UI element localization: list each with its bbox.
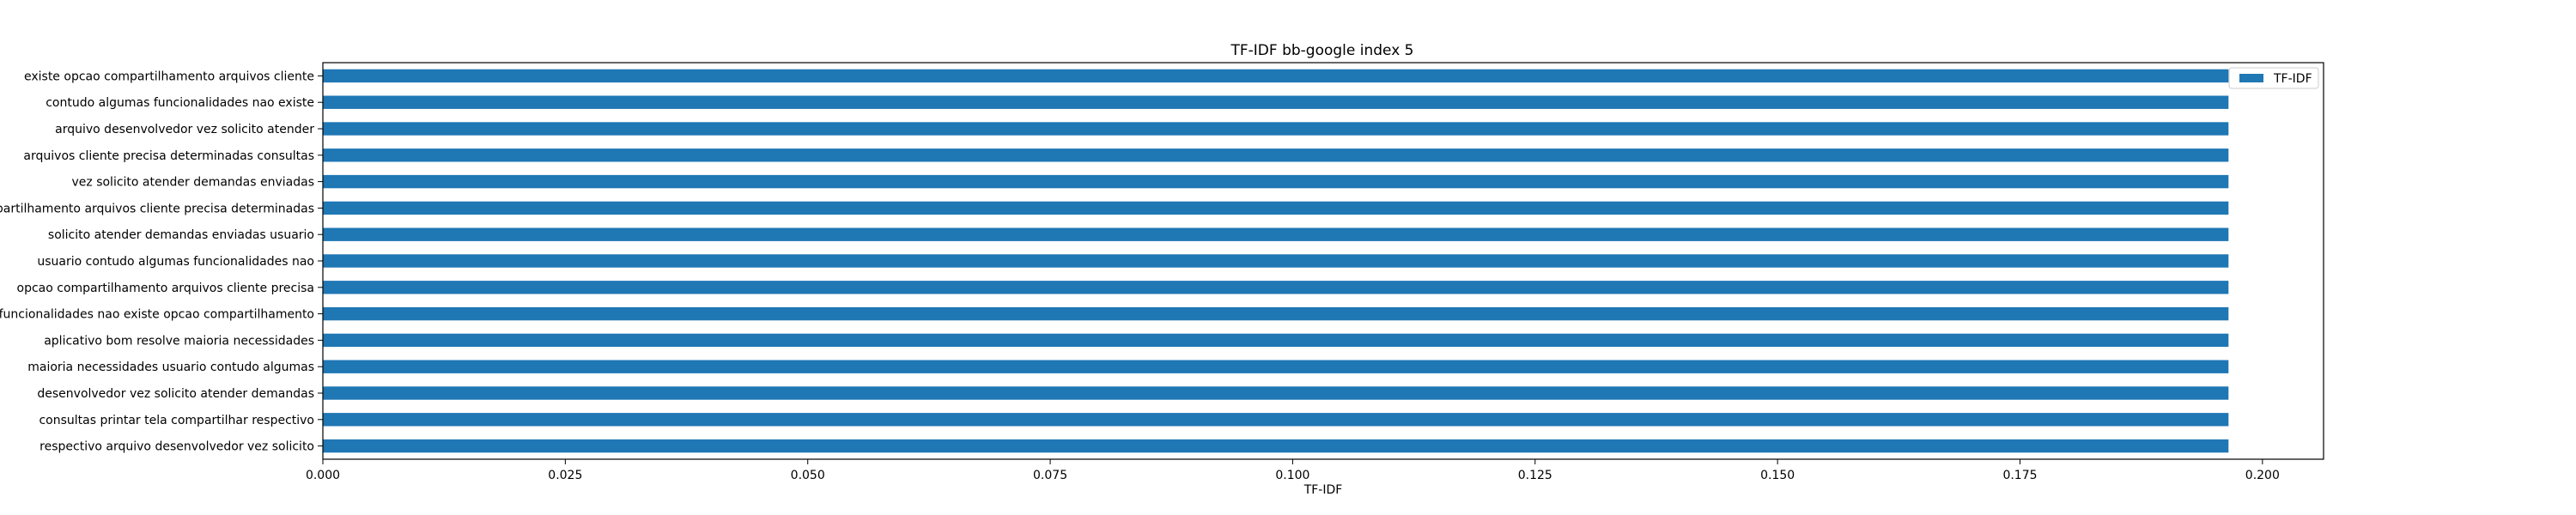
bar [323, 439, 2229, 453]
x-axis-label: TF-IDF [1303, 483, 1343, 497]
legend-swatch [2239, 74, 2263, 82]
bar [323, 254, 2229, 268]
bar [323, 122, 2229, 136]
x-tick-label: 0.125 [1518, 469, 1552, 482]
plot-frame [322, 62, 2324, 460]
y-tick-label: desenvolvedor vez solicito atender deman… [37, 387, 314, 401]
x-tick-label: 0.000 [306, 469, 340, 482]
y-tick-label: funcionalidades nao existe opcao compart… [0, 308, 314, 322]
legend: TF-IDF [2228, 67, 2319, 89]
x-tick-label: 0.025 [548, 469, 582, 482]
x-tick-label: 0.150 [1760, 469, 1795, 482]
y-tick-label: consultas printar tela compartilhar resp… [39, 414, 314, 427]
bar [323, 201, 2229, 215]
y-tick-label: maioria necessidades usuario contudo alg… [27, 360, 314, 374]
y-tick-label: solicito atender demandas enviadas usuar… [48, 228, 314, 242]
y-tick-label: usuario contudo algumas funcionalidades … [37, 255, 314, 269]
y-tick-label: opcao compartilhamento arquivos cliente … [17, 282, 314, 295]
x-tick-label: 0.175 [2002, 469, 2037, 482]
y-tick-label: existe opcao compartilhamento arquivos c… [24, 70, 314, 83]
chart-title: TF-IDF bb-google index 5 [1230, 42, 1414, 59]
y-tick-label: vez solicito atender demandas enviadas [72, 176, 315, 190]
y-tick-label: contudo algumas funcionalidades nao exis… [46, 96, 314, 110]
bar [323, 174, 2229, 189]
bars-layer [323, 69, 2229, 453]
legend-box [2228, 67, 2319, 89]
y-tick-label: arquivo desenvolvedor vez solicito atend… [55, 123, 314, 136]
bar [323, 360, 2229, 373]
bar [323, 306, 2229, 321]
x-tick-label: 0.200 [2245, 469, 2280, 482]
x-axis: 0.000 0.025 0.050 0.075 0.100 0.125 0.150 0.175… [306, 459, 2280, 482]
y-tick-labels: existe opcao compartilhamento arquivos c… [0, 70, 323, 454]
x-tick-label: 0.050 [791, 469, 825, 482]
bar [323, 69, 2229, 83]
bar [323, 95, 2229, 109]
legend-label: TF-IDF [2273, 72, 2312, 86]
x-tick-label: 0.075 [1033, 469, 1067, 482]
y-tick-label: respectivo arquivo desenvolvedor vez sol… [39, 440, 314, 454]
bar [323, 148, 2229, 162]
bar [323, 281, 2229, 294]
y-tick-label: aplicativo bom resolve maioria necessida… [44, 334, 314, 348]
bar [323, 413, 2229, 427]
bar [323, 386, 2229, 400]
bar [323, 227, 2229, 241]
x-tick-label: 0.100 [1275, 469, 1309, 482]
bar [323, 333, 2229, 348]
y-tick-label: arquivos cliente precisa determinadas co… [23, 149, 314, 163]
y-tick-label: compartilhamento arquivos cliente precis… [0, 202, 314, 215]
